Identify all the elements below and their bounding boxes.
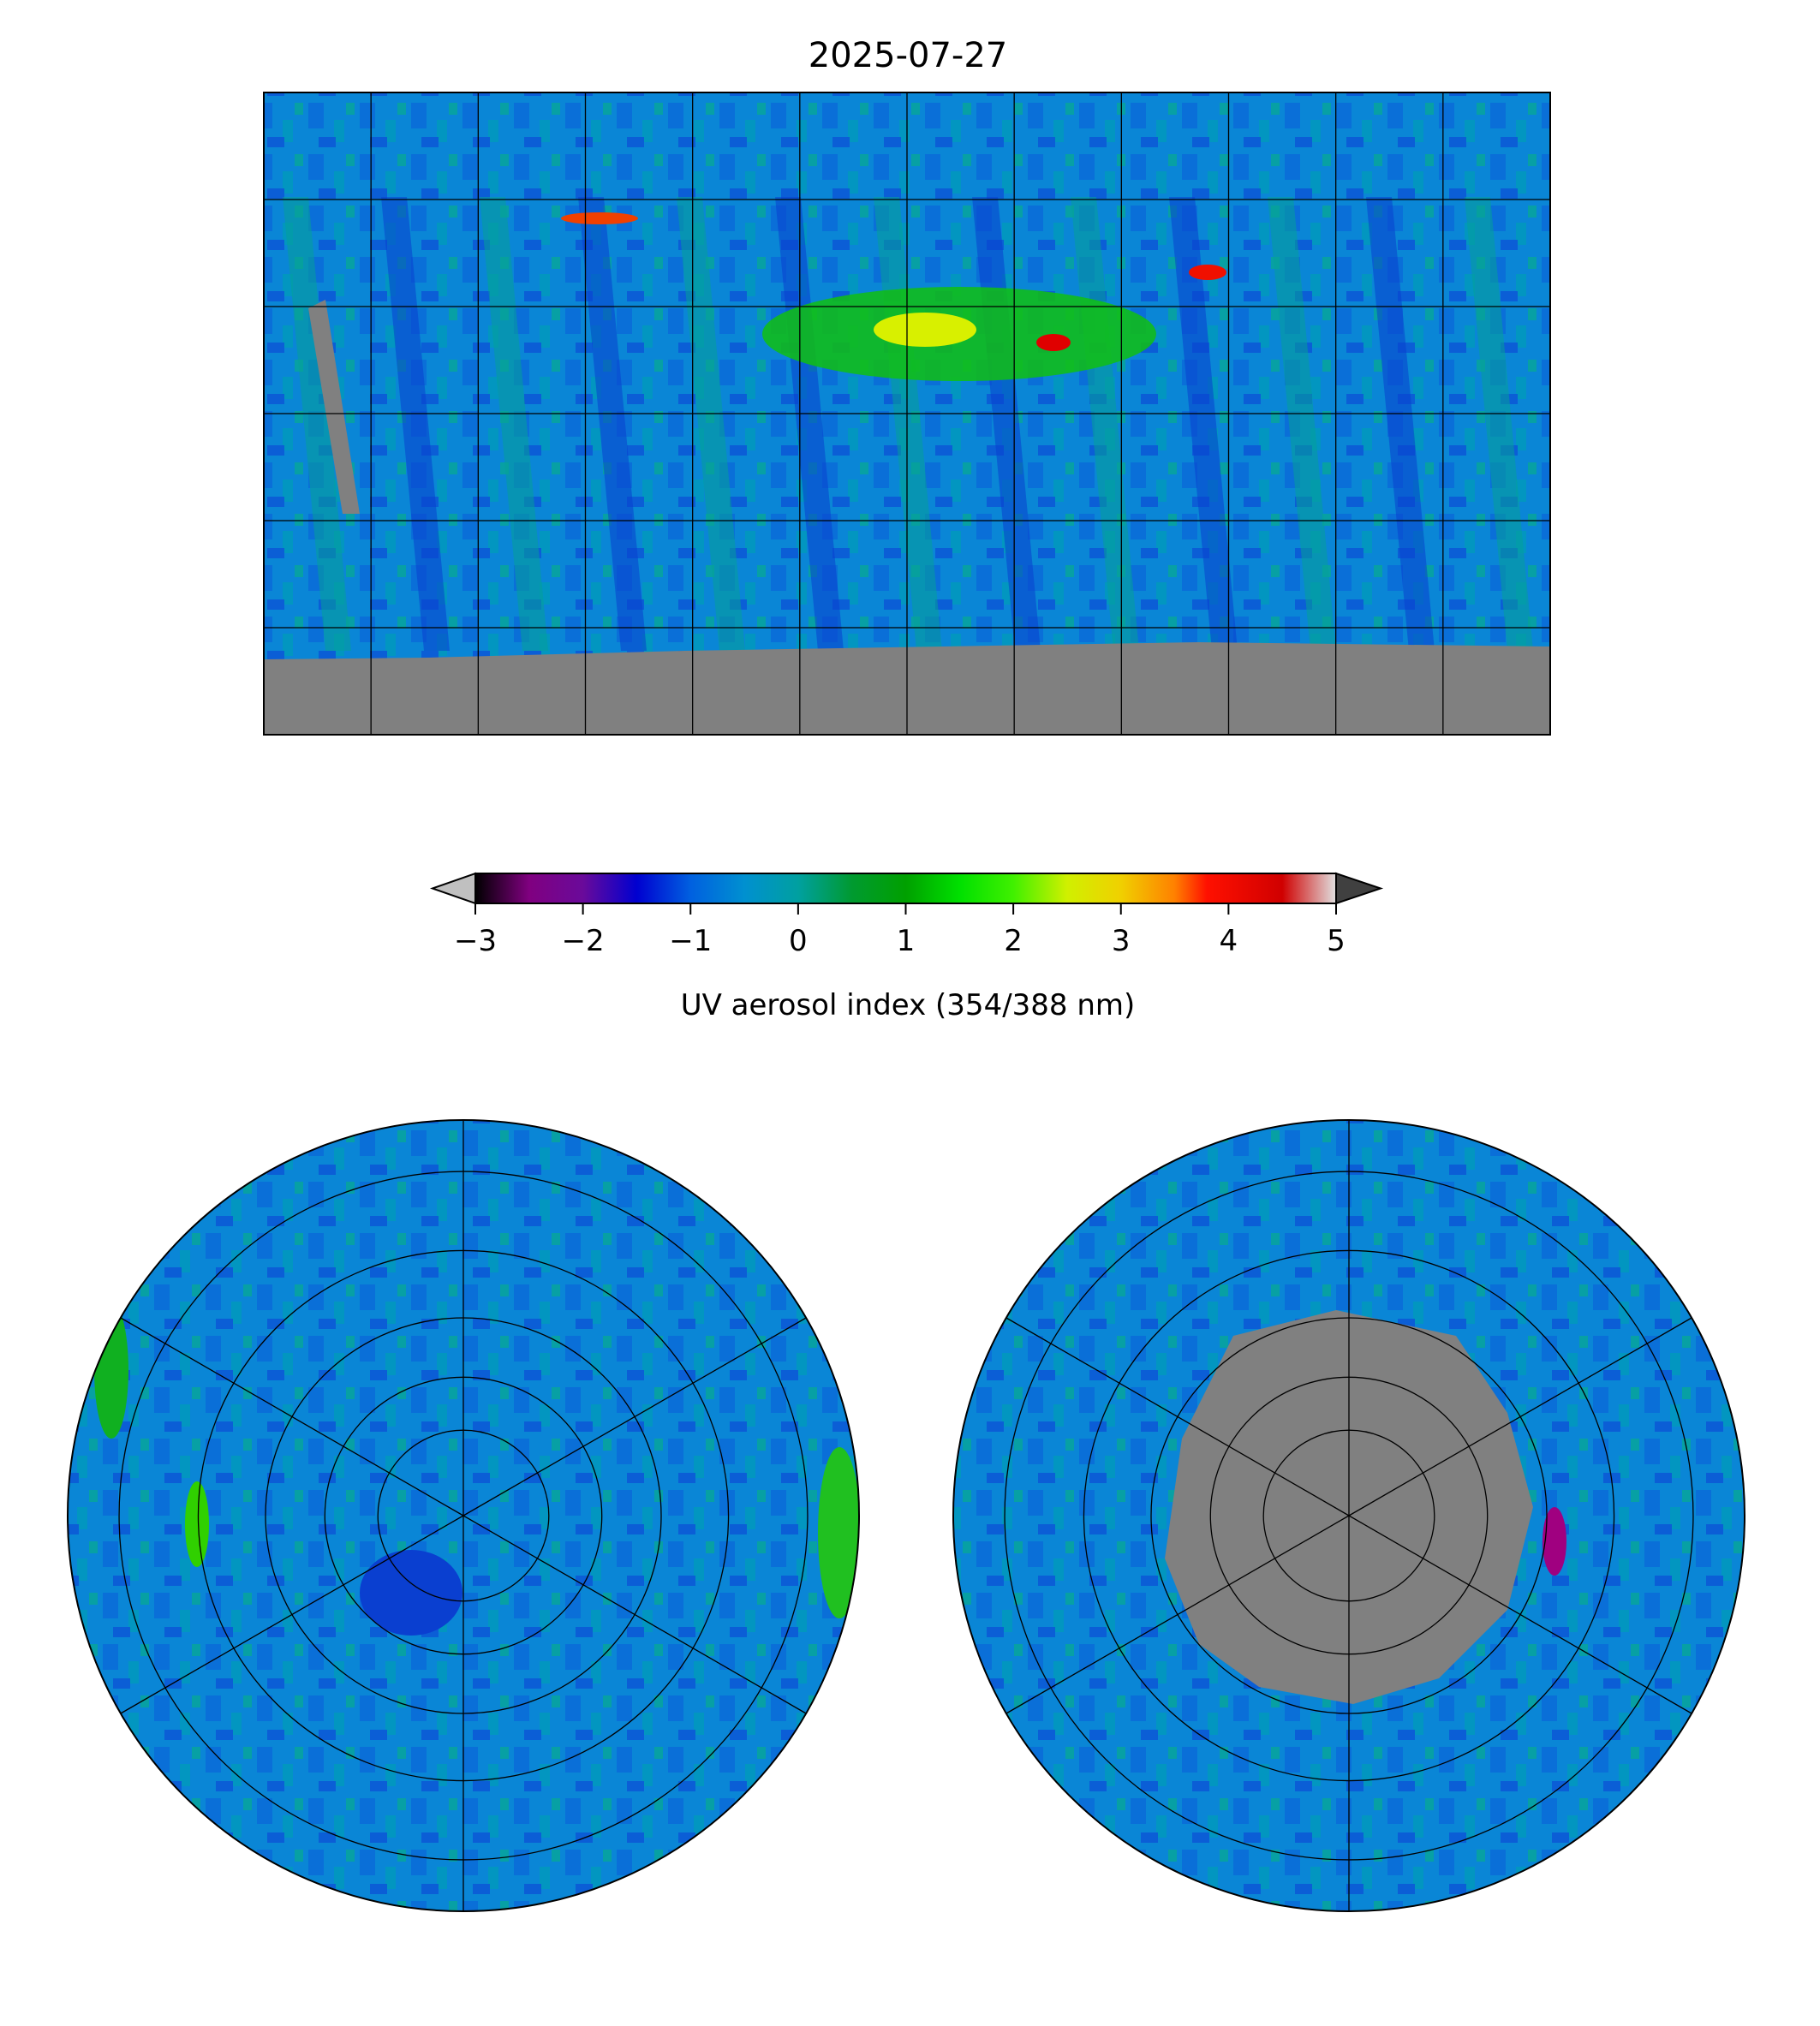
meridian — [120, 1317, 464, 1517]
orbit-swath — [1563, 197, 1632, 651]
orbit-swath — [1465, 197, 1533, 651]
colorbar-label: UV aerosol index (354/388 nm) — [681, 988, 1136, 1022]
meridian — [1005, 1515, 1350, 1714]
global-map — [264, 92, 1632, 735]
meridian — [462, 1515, 807, 1714]
colorbar-tick-label: 0 — [789, 924, 808, 958]
south-polar-map — [953, 1120, 1745, 1911]
meridian — [1005, 1317, 1350, 1517]
meridian — [462, 1317, 807, 1517]
orbit-swaths — [283, 197, 1632, 651]
orbit-swath — [578, 197, 647, 651]
colorbar-tick-label: −2 — [562, 924, 605, 958]
colorbar-bar — [474, 873, 1337, 904]
colorbar-tick-label: 3 — [1112, 924, 1131, 958]
north-polar-map — [68, 1120, 859, 1911]
chart-title: 2025-07-27 — [809, 36, 1007, 75]
colorbar-tick-label: 2 — [1004, 924, 1023, 958]
colorbar-tick-label: 1 — [897, 924, 916, 958]
orbit-swath — [480, 197, 548, 651]
meridian — [120, 1515, 464, 1714]
orbit-swath — [1268, 197, 1336, 651]
south-polar-frame — [952, 1119, 1745, 1912]
meridian — [1348, 1515, 1692, 1714]
orbit-swath — [381, 197, 450, 651]
meridian — [1348, 1317, 1692, 1517]
colorbar-tick-label: 4 — [1220, 924, 1238, 958]
colorbar-tick-label: 5 — [1327, 924, 1346, 958]
orbit-swath — [677, 197, 745, 651]
north-polar-frame — [67, 1119, 860, 1912]
colorbar: −3 −2 −1 0 1 2 3 4 5 UV aerosol index (354/388 n… — [429, 872, 1384, 1022]
orbit-swath — [283, 197, 351, 651]
colorbar-tick-label: −1 — [669, 924, 712, 958]
orbit-swath — [1169, 197, 1238, 651]
map-gridlines — [264, 92, 1550, 735]
colorbar-under-extension — [429, 872, 476, 905]
colorbar-over-extension — [1335, 872, 1384, 905]
orbit-swath — [1366, 197, 1435, 651]
global-map-frame — [263, 92, 1551, 736]
colorbar-tick-label: −3 — [454, 924, 497, 958]
